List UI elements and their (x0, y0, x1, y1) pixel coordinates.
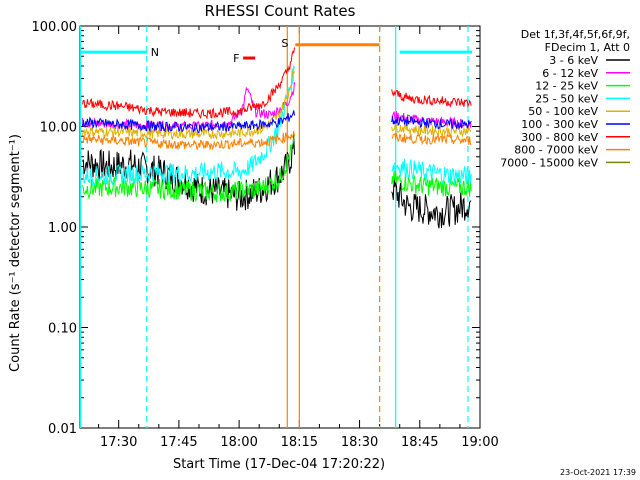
legend-entry-label: 100 - 300 keV (521, 118, 598, 131)
x-axis-label: Start Time (17-Dec-04 17:20:22) (173, 457, 385, 472)
series-line (82, 130, 295, 151)
series-line (82, 134, 295, 211)
y-tick-label: 0.01 (48, 422, 77, 437)
legend-entry-label: 25 - 50 keV (535, 92, 598, 105)
plot-area: 0.01 0.10 1.00 10.00 100.00 17:30 17:45 18:00 18… (32, 20, 499, 450)
flare-marker-label: F (233, 52, 239, 65)
footer-timestamp: 23-Oct-2021 17:39 (560, 468, 636, 477)
legend-entry-label: 6 - 12 keV (542, 67, 598, 80)
legend-header: Det 1f,3f,4f,5f,6f,9f, (521, 28, 630, 41)
series-line (391, 176, 472, 229)
legend-entry-label: 12 - 25 keV (535, 80, 598, 93)
series-line (391, 169, 472, 197)
x-tick-label: 18:45 (401, 435, 438, 450)
x-tick-label: 18:15 (281, 435, 318, 450)
legend-entry-label: 300 - 800 keV (521, 131, 598, 144)
x-tick-label: 19:00 (461, 435, 498, 450)
y-tick-label: 1.00 (48, 221, 77, 236)
series-line (391, 132, 472, 146)
x-tick-label: 18:00 (220, 435, 257, 450)
x-tick-label: 17:30 (100, 435, 137, 450)
attenuator-label: N (151, 46, 159, 59)
series-line (391, 158, 472, 185)
series-line (82, 47, 295, 120)
series-line (82, 110, 295, 134)
legend-entry-label: 3 - 6 keV (549, 54, 598, 67)
x-tick-label: 18:30 (341, 435, 378, 450)
legend-entry-label: 50 - 100 keV (528, 105, 598, 118)
y-tick-label: 0.10 (48, 322, 77, 337)
y-tick-label: 100.00 (32, 20, 78, 35)
y-axis-label: Count Rate (s⁻¹ detector segment⁻¹) (8, 134, 23, 372)
series-line (391, 122, 472, 138)
series-line (82, 70, 295, 141)
chart-title: RHESSI Count Rates (205, 2, 356, 20)
x-tick-label: 17:45 (160, 435, 197, 450)
saa-marker-label: S (281, 37, 288, 50)
series-line (82, 65, 295, 186)
series-line (391, 89, 472, 108)
legend-entry-label: 7000 - 15000 keV (500, 156, 598, 169)
legend-entry-label: 800 - 7000 keV (514, 144, 598, 157)
series-line (82, 134, 295, 203)
series-line (391, 116, 472, 130)
legend-header: FDecim 1, Att 0 (545, 41, 630, 54)
legend: Det 1f,3f,4f,5f,6f,9f,FDecim 1, Att 03 -… (500, 28, 630, 169)
y-tick-label: 10.00 (40, 121, 77, 136)
